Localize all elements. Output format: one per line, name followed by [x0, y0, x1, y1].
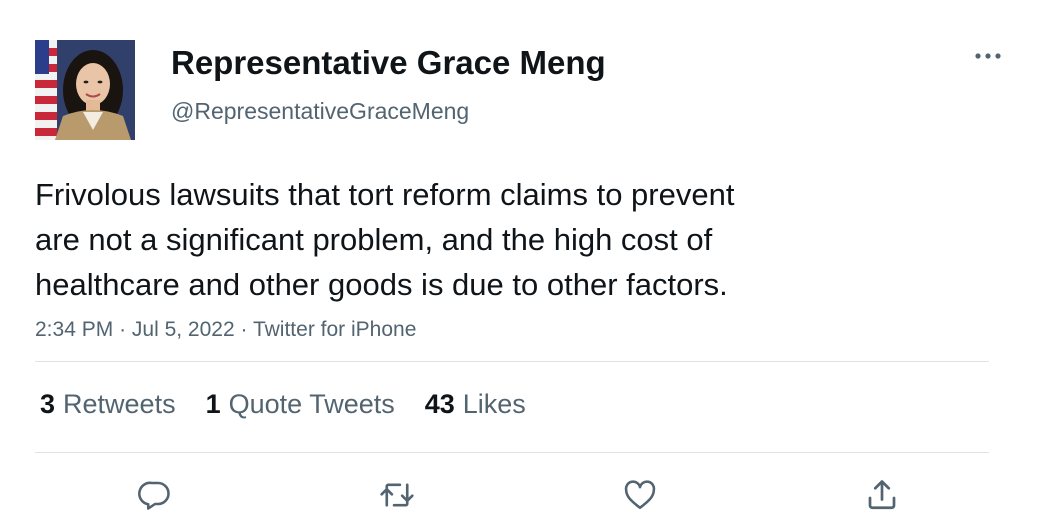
engagement-stats: 3 Retweets 1 Quote Tweets 43 Likes [40, 386, 526, 422]
retweet-button[interactable] [377, 475, 417, 515]
heart-icon [624, 480, 656, 510]
tweet-time[interactable]: 2:34 PM [35, 318, 114, 341]
reply-icon [138, 481, 170, 510]
tweet-meta: 2:34 PM · Jul 5, 2022 · Twitter for iPho… [35, 316, 416, 344]
quote-tweets-stat[interactable]: 1 Quote Tweets [206, 386, 395, 422]
tweet-text-line: are not a significant problem, and the h… [35, 222, 713, 257]
quote-tweets-label: Quote Tweets [228, 389, 395, 419]
meta-separator: · [240, 318, 248, 341]
more-dots-icon [975, 53, 1001, 59]
author-display-name[interactable]: Representative Grace Meng [171, 44, 606, 81]
tweet-source[interactable]: Twitter for iPhone [252, 318, 417, 341]
tweet-date[interactable]: Jul 5, 2022 [131, 318, 235, 341]
reply-button[interactable] [135, 475, 175, 515]
retweets-count: 3 [40, 389, 56, 419]
likes-count: 43 [424, 389, 455, 419]
divider [35, 361, 989, 362]
likes-stat[interactable]: 43 Likes [425, 386, 526, 422]
tweet-text: Frivolous lawsuits that tort reform clai… [35, 172, 935, 307]
retweet-icon [380, 483, 414, 507]
retweets-label: Retweets [63, 389, 176, 419]
retweets-stat[interactable]: 3 Retweets [40, 386, 176, 422]
share-button[interactable] [862, 475, 902, 515]
meta-separator: · [119, 318, 127, 341]
avatar[interactable] [35, 40, 135, 140]
like-button[interactable] [620, 475, 660, 515]
likes-label: Likes [462, 389, 526, 419]
quote-tweets-count: 1 [205, 389, 221, 419]
share-icon [868, 480, 896, 510]
tweet-text-line: healthcare and other goods is due to oth… [35, 267, 728, 302]
profile-photo-icon [35, 40, 135, 140]
more-options-button[interactable] [970, 44, 1006, 68]
divider [35, 452, 989, 453]
author-handle[interactable]: @RepresentativeGraceMeng [171, 98, 470, 124]
tweet-text-line: Frivolous lawsuits that tort reform clai… [35, 177, 735, 212]
